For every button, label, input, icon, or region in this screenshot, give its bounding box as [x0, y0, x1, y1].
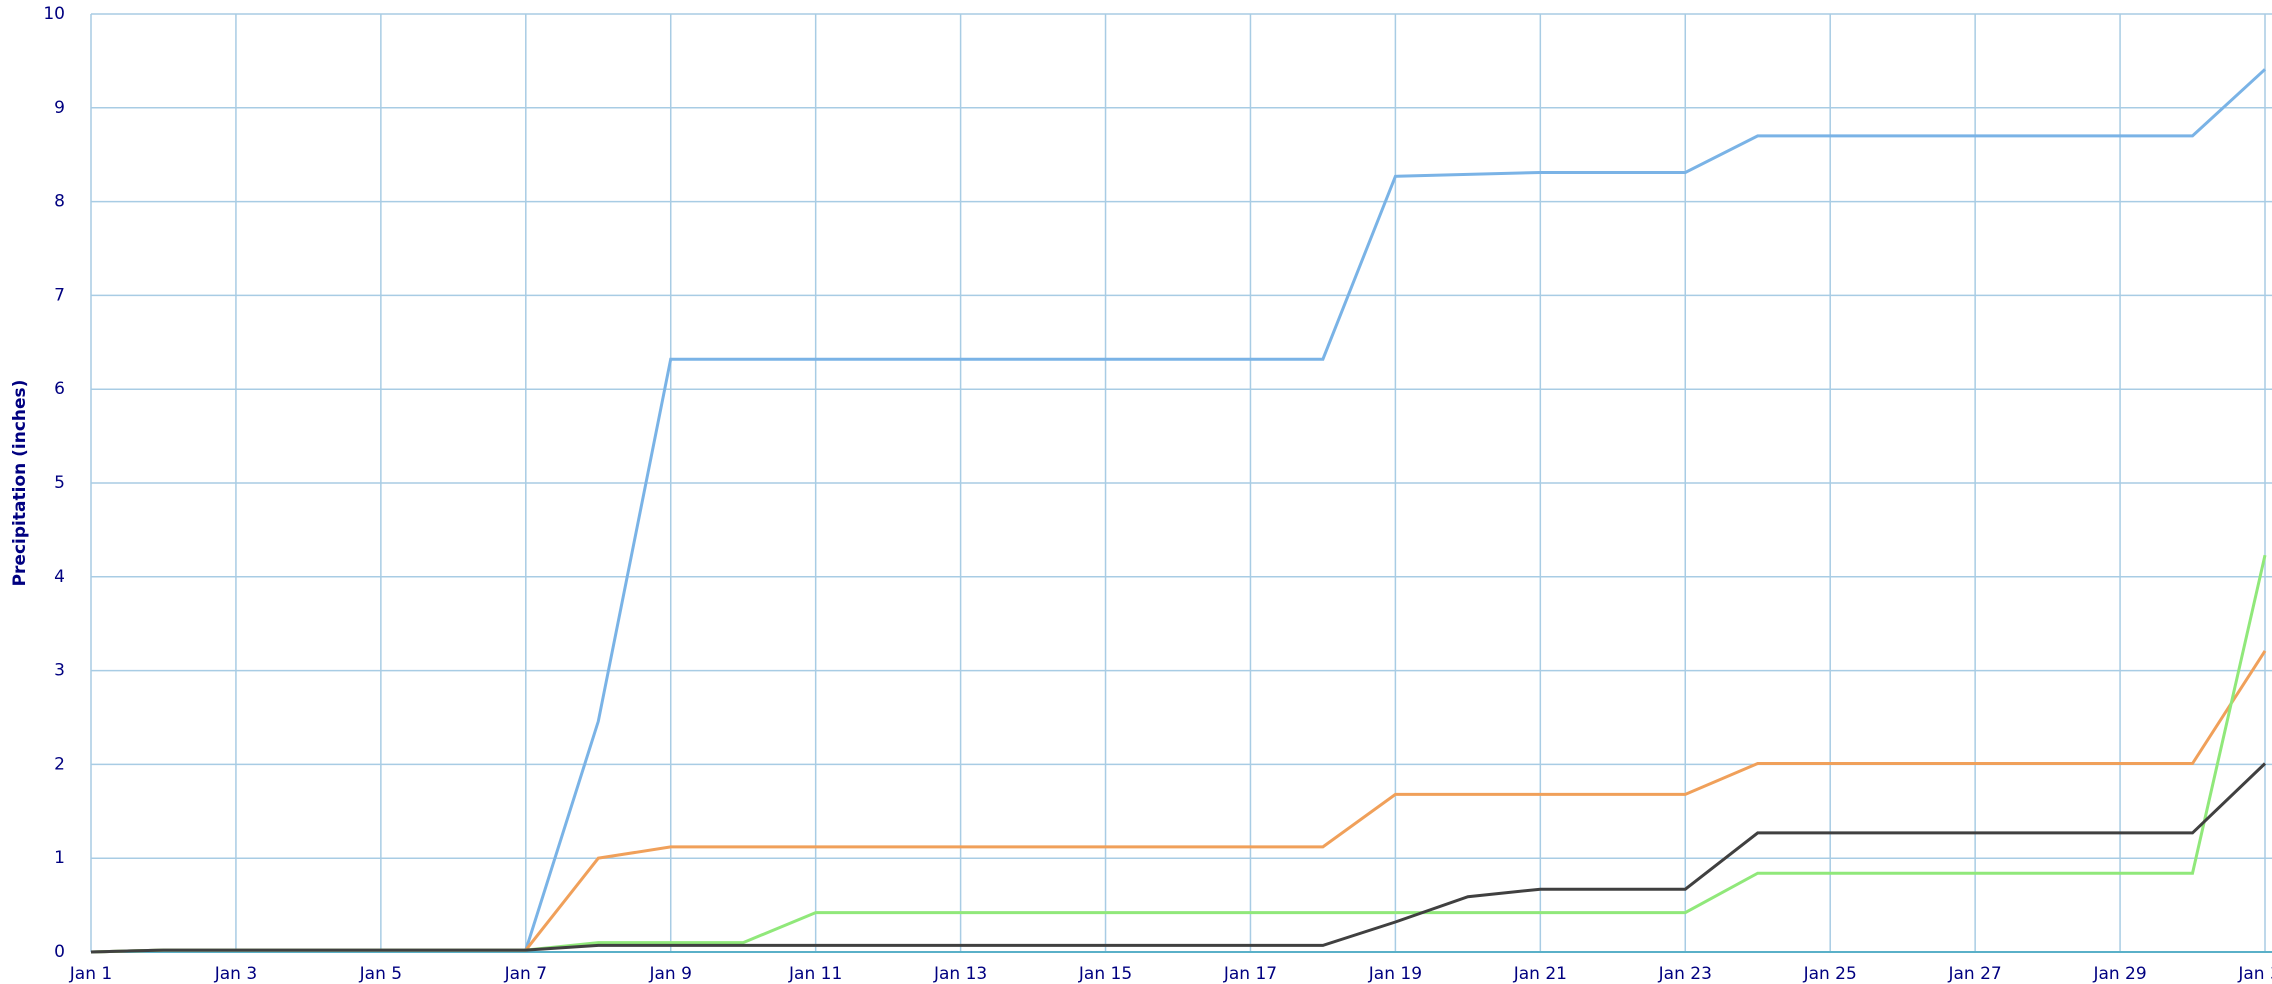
- x-tick-label: Jan 27: [1948, 964, 2002, 984]
- series-line: [90, 650, 2267, 954]
- x-tick-label: Jan 31: [2237, 964, 2272, 984]
- y-tick-label: 9: [54, 98, 65, 118]
- x-tick-label: Jan 3: [214, 964, 257, 984]
- x-tick-label: Jan 13: [933, 964, 987, 984]
- y-tick-label: 0: [54, 942, 65, 962]
- x-tick-label: Jan 19: [1368, 964, 1422, 984]
- y-tick-label: 1: [54, 848, 65, 868]
- y-tick-label: 8: [54, 192, 65, 212]
- x-tick-label: Jan 5: [359, 964, 402, 984]
- x-tick-label: Jan 11: [788, 964, 842, 984]
- x-tick-label: Jan 29: [2092, 964, 2146, 984]
- x-tick-label: Jan 1: [69, 964, 112, 984]
- x-tick-label: Jan 9: [649, 964, 692, 984]
- y-tick-label: 4: [54, 567, 65, 587]
- y-tick-label: 5: [54, 473, 65, 493]
- y-tick-label: 7: [54, 285, 65, 305]
- y-axis-label: Precipitation (inches): [10, 380, 30, 587]
- y-tick-label: 6: [54, 379, 65, 399]
- y-tick-label: 2: [54, 754, 65, 774]
- x-tick-label: Jan 25: [1803, 964, 1857, 984]
- y-tick-label: 3: [54, 661, 65, 681]
- y-tick-label: 10: [43, 4, 65, 24]
- x-tick-label: Jan 23: [1658, 964, 1712, 984]
- x-tick-label: Jan 15: [1078, 964, 1132, 984]
- x-tick-label: Jan 7: [504, 964, 547, 984]
- x-tick-label: Jan 17: [1223, 964, 1277, 984]
- series-line: [90, 554, 2267, 954]
- x-tick-label: Jan 21: [1513, 964, 1567, 984]
- series-line: [90, 762, 2267, 954]
